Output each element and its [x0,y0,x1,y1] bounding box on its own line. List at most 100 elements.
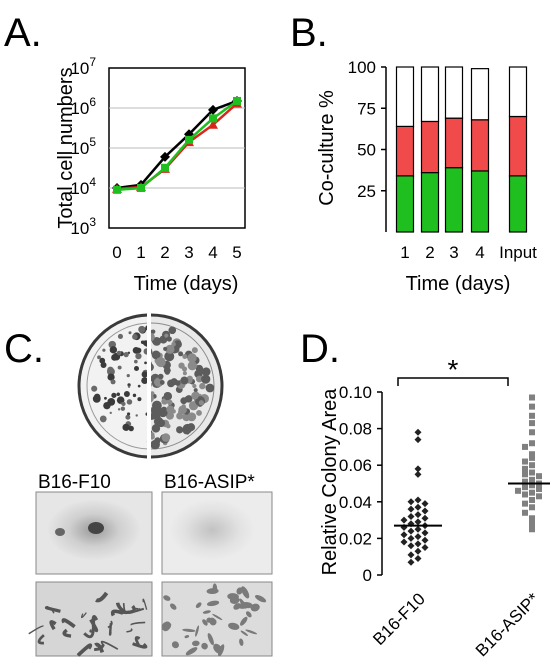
cell-shape [241,586,250,599]
panel-d-point [421,529,429,537]
panel-a-point [208,119,218,129]
colony-dish-left [60,308,147,465]
cell-shape [206,600,220,607]
panel-c-label-b16-asip: B16-ASIP* [164,472,255,493]
colony-spot [120,402,123,405]
colony-spot [161,433,171,442]
panel-d-point [529,429,535,436]
colony-spot [128,331,132,335]
panel-letter-a: A. [4,11,42,55]
panel-d-point [515,487,521,494]
colony-dish-right [151,308,241,465]
colony-spot [182,371,187,376]
colony-spot [141,371,147,378]
panel-d-point [414,470,422,478]
colony-spot [187,361,198,371]
panel-a-x-tick-label: 2 [160,243,169,262]
panel-a-point [209,114,217,123]
cell-shape [201,642,208,650]
colony-spot [165,411,175,420]
colony-spot [173,340,182,349]
colony-spot [181,366,188,372]
significance-asterisk: * [448,354,459,385]
colony-spot [189,404,196,411]
panel-d-point [522,478,528,485]
panel-a-point [113,185,121,194]
panel-b-bar-segment [395,175,415,233]
colony-spot [159,380,165,385]
panel-a-x-tick-label: 5 [232,243,241,262]
cell-shape [76,643,93,657]
colony-spot [187,353,197,363]
cell-shape [61,618,76,629]
colony-spot [99,357,106,364]
cell-shape [239,638,244,646]
colony-spot [134,366,139,372]
cell-shape [236,587,243,595]
cell-shape [207,633,214,646]
panel-letter-b: B. [290,11,328,55]
cell-shape [142,598,148,610]
colony-spot [116,350,122,356]
panel-d-point [414,428,422,436]
panel-d-point [529,520,535,527]
colony-spot [132,333,137,338]
panel-d-point [414,533,422,541]
panel-d-point [407,527,415,535]
panel-d-point [414,436,422,444]
colony-spot [145,412,147,416]
colony-spot [186,375,194,382]
panel-d-point [414,511,422,519]
spheroid-image-right [161,491,273,575]
colony-spot [97,355,101,360]
panel-d-point [522,509,528,516]
colony-spot [144,361,147,365]
panel-b-y-tick-label: 100 [348,58,376,77]
panel-b-bar-segment [444,167,464,233]
cell-shape [227,593,239,601]
colony-spot [143,348,147,355]
panel-d-y-tick-label: 0.04 [339,493,372,512]
panel-d-point [529,476,535,483]
cell-shape [37,634,45,645]
cell-shape [245,629,258,635]
panel-a-x-tick-label: 1 [136,243,145,262]
panel-d-point [522,484,528,491]
colony-spot [175,380,181,386]
panel-d-point [522,465,528,472]
colony-spot [123,351,129,358]
colony-spot [180,376,189,385]
panel-c-images: B16-F10 B16-ASIP* [28,308,273,657]
panel-d-point [529,412,535,419]
cell-shape [49,620,57,631]
cell-shape [206,588,219,595]
colony-spot [120,406,126,411]
colony-spot [163,392,171,399]
panel-d-y-tick-label: 0.06 [339,456,372,475]
colony-spot [91,385,98,392]
panel-d-point [414,465,422,473]
cell-shape [250,603,260,612]
colony-spot [151,405,161,416]
panel-d-point [407,534,415,542]
panel-d-scatter-chart: 0 0.02 0.04 0.06 0.08 0.10 B16-F10 B16-ASIP* *… [319,354,550,660]
cell-shape [163,622,172,632]
colony-spot [145,325,147,331]
cell-shape [28,625,44,635]
colony-spot [146,440,147,443]
colony-spot [164,333,169,338]
panel-b-bar-segment [470,68,490,121]
panel-d-point [414,496,422,504]
panel-d-point [414,555,422,563]
panel-d-point [421,500,429,508]
colony-spot [168,326,177,335]
cell-shape [132,642,148,649]
panel-d-point [529,454,535,461]
colony-spot [135,352,142,360]
panel-b-x-tick-label: 2 [425,243,434,262]
panel-letter-d: D. [300,327,340,371]
cell-morphology-image-right [161,581,273,657]
colony-spot [198,400,204,406]
colony-spot [146,413,147,415]
spheroid-image-left [35,491,153,575]
